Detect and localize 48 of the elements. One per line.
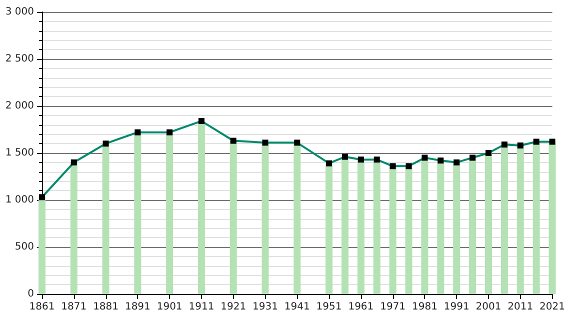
bar <box>326 163 333 294</box>
bar <box>548 142 556 294</box>
bar <box>341 156 348 294</box>
y-tick-label: 0 <box>28 288 34 300</box>
x-tick-label: 2011 <box>508 302 534 312</box>
x-tick-label: 1961 <box>348 302 374 312</box>
x-tick-label: 1921 <box>220 302 246 312</box>
x-tick-label: 1901 <box>156 302 182 312</box>
y-tick-label: 3 000 <box>5 6 34 18</box>
y-tick-label: 2 000 <box>5 100 34 112</box>
x-tick-label: 1891 <box>124 302 150 312</box>
x-tick-label: 1941 <box>284 302 310 312</box>
bar <box>453 162 460 294</box>
x-tick-label: 1911 <box>188 302 214 312</box>
bar <box>405 166 412 294</box>
bar <box>198 121 205 294</box>
x-tick-label: 1871 <box>61 302 87 312</box>
bar <box>134 132 142 294</box>
bar <box>38 197 46 294</box>
x-tick-label: 1881 <box>93 302 119 312</box>
x-tick-label: 1861 <box>29 302 55 312</box>
x-tick-label: 2021 <box>540 302 565 312</box>
bar <box>373 160 380 294</box>
x-tick-label: 1951 <box>316 302 342 312</box>
bar <box>469 158 476 294</box>
bar <box>389 166 396 294</box>
x-tick-label: 1931 <box>252 302 278 312</box>
x-tick-label: 1991 <box>444 302 470 312</box>
bar <box>102 144 110 294</box>
bar <box>262 142 269 294</box>
bar <box>294 142 301 294</box>
bar <box>437 160 444 294</box>
x-tick-label: 2001 <box>476 302 502 312</box>
bar <box>484 153 492 294</box>
y-tick-label: 2 500 <box>5 54 34 64</box>
bar <box>357 160 364 294</box>
x-tick-label: 1971 <box>380 302 406 312</box>
y-tick-label: 500 <box>14 242 34 252</box>
bar <box>230 140 237 294</box>
bar <box>516 145 524 294</box>
bar <box>500 144 508 294</box>
x-tick-label: 1981 <box>412 302 438 312</box>
bar <box>421 158 428 294</box>
y-tick-label: 1 500 <box>5 148 34 158</box>
y-tick-label: 1 000 <box>5 194 34 206</box>
bar <box>70 162 78 294</box>
bar <box>532 142 540 294</box>
bar <box>166 132 174 294</box>
